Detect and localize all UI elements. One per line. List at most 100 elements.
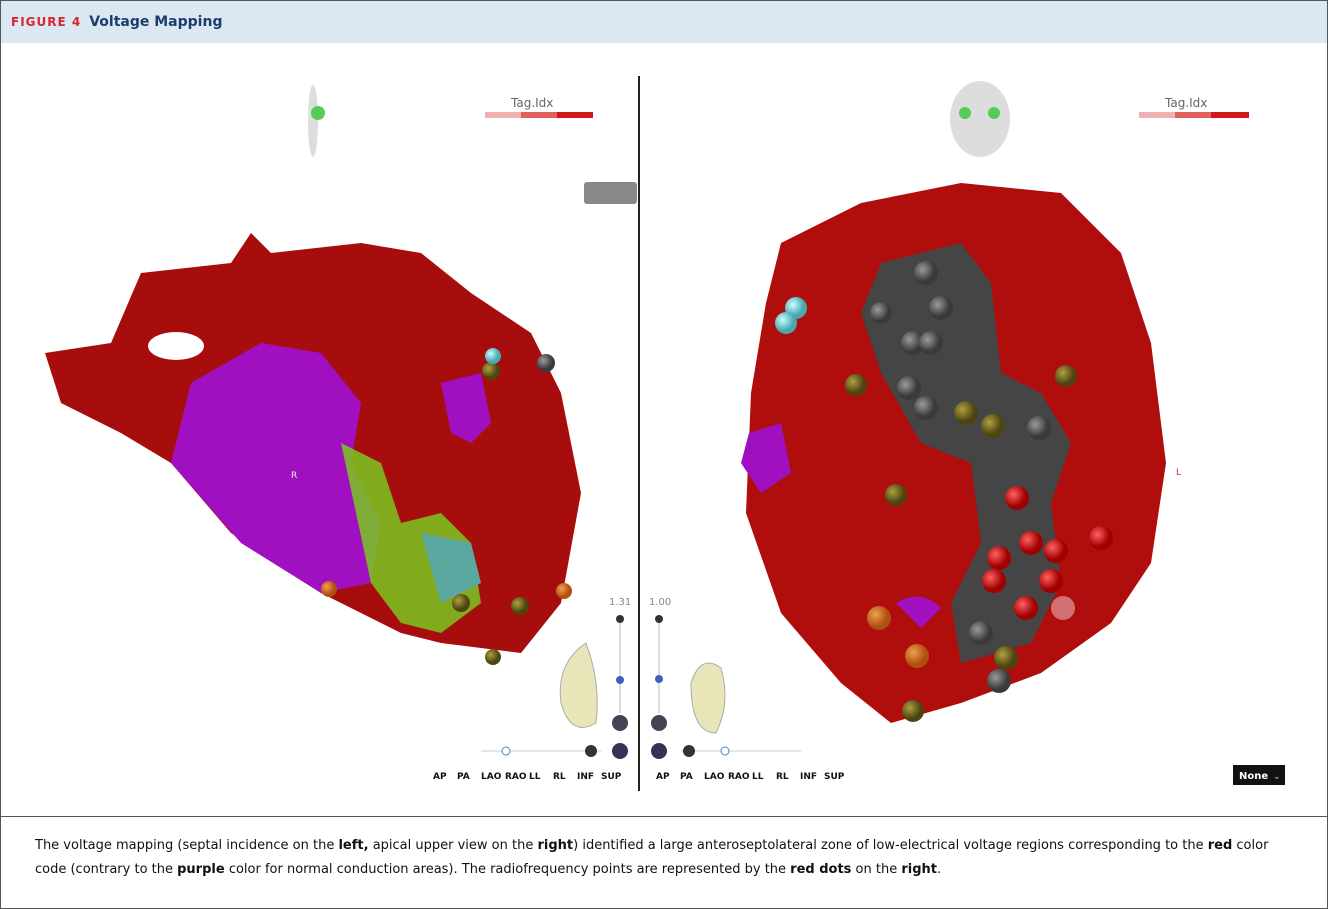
sphere [511, 597, 529, 615]
view-button-label[interactable]: LAO [481, 772, 502, 782]
caption-emphasis: red dots [790, 862, 852, 877]
caption-emphasis: purple [177, 862, 225, 877]
view-button-label[interactable]: LAO [704, 772, 725, 782]
sphere [987, 669, 1011, 693]
caption-text: color for normal conduction areas). The … [224, 862, 791, 877]
sphere [1027, 416, 1051, 440]
view-buttons: AP PA LAO RAO LL RL INF SUP [656, 772, 845, 782]
dropdown[interactable] [1233, 765, 1285, 785]
dropdown-arrow: ⌄ [1273, 772, 1281, 782]
left-purple-zone [171, 343, 381, 593]
sphere [901, 331, 925, 355]
sphere [994, 646, 1018, 670]
view-button[interactable] [651, 715, 667, 731]
scale-value: 1.00 [649, 597, 671, 608]
sphere [981, 414, 1005, 438]
view-button-label[interactable]: RAO [505, 772, 527, 782]
sphere [537, 354, 555, 372]
slider-knob[interactable] [655, 615, 663, 623]
view-buttons: AP PA LAO RAO LL RL INF SUP [433, 772, 622, 782]
legend-label: Tag.Idx [510, 96, 553, 110]
slider-knob[interactable] [616, 676, 624, 684]
rf-point [1039, 569, 1063, 593]
view-button-label[interactable]: PA [680, 772, 693, 782]
legend-bar-segment [485, 112, 521, 118]
view-button-label[interactable]: LL [752, 772, 764, 782]
sphere [1055, 365, 1077, 387]
legend-label: Tag.Idx [1164, 96, 1207, 110]
slider-knob[interactable] [720, 746, 730, 756]
sphere [867, 606, 891, 630]
orientation-ball [959, 107, 971, 119]
map-marker: L [1176, 468, 1181, 478]
view-button[interactable] [585, 745, 597, 757]
rf-point [1005, 486, 1029, 510]
view-button[interactable] [612, 715, 628, 731]
caption-emphasis: red [1207, 838, 1233, 853]
rf-point [1089, 526, 1113, 550]
sphere [321, 581, 337, 597]
view-button-label[interactable]: SUP [824, 772, 845, 782]
sphere [914, 396, 938, 420]
sphere [897, 376, 921, 400]
view-button[interactable] [612, 743, 628, 759]
legend-bar-segment [1139, 112, 1175, 118]
caption-text: . [937, 862, 942, 877]
rf-point [1044, 539, 1068, 563]
right-purple-patch [896, 596, 941, 628]
sphere [556, 583, 572, 599]
orientation-ball [311, 106, 325, 120]
caption-emphasis: right [537, 838, 574, 853]
view-button-label[interactable]: SUP [601, 772, 622, 782]
right-purple-patch [741, 423, 791, 493]
sphere [870, 302, 892, 324]
legend-bar-segment [1175, 112, 1211, 118]
rf-point [982, 569, 1006, 593]
view-button-label[interactable]: RL [776, 772, 789, 782]
toolbar-button[interactable] [584, 182, 637, 204]
caption-text: ) identified a large anteroseptolateral … [573, 838, 1208, 853]
figure-caption: The voltage mapping (septal incidence on… [35, 834, 1297, 882]
view-button-label[interactable]: LL [529, 772, 541, 782]
orientation-ball [988, 107, 1000, 119]
sphere [775, 312, 797, 334]
view-button-label[interactable]: RL [553, 772, 566, 782]
view-button-label[interactable]: AP [433, 772, 447, 782]
sphere-cluster [775, 261, 1113, 722]
caption-emphasis: right [901, 862, 937, 877]
figure-header: FIGURE 4 Voltage Mapping [1, 1, 1327, 43]
view-button[interactable] [651, 743, 667, 759]
view-button-label[interactable]: PA [457, 772, 470, 782]
left-cyan-zone [421, 533, 481, 603]
sphere [452, 594, 470, 612]
view-button-label[interactable]: RAO [728, 772, 750, 782]
view-button-label[interactable]: AP [656, 772, 670, 782]
slider-knob[interactable] [655, 675, 663, 683]
rf-point [1019, 531, 1043, 555]
voltage-map-image: Tag.Idx R 1.31 AP PA LAO RAO LL RL INF SUP Tag.… [45, 76, 1285, 791]
view-button[interactable] [683, 745, 695, 757]
view-button-label[interactable]: INF [800, 772, 817, 782]
figure-title: Voltage Mapping [89, 14, 223, 30]
caption-text: on the [851, 862, 902, 877]
slider-knob[interactable] [501, 746, 511, 756]
view-button-label[interactable]: INF [577, 772, 594, 782]
map-marker: R [291, 471, 297, 481]
sphere [954, 401, 978, 425]
heart-icon [690, 662, 726, 734]
caption-text: The voltage mapping (septal incidence on… [35, 838, 339, 853]
caption-text: apical upper view on the [368, 838, 538, 853]
sphere [929, 296, 953, 320]
sphere [914, 261, 938, 285]
left-purple-patch [441, 373, 491, 443]
slider-knob[interactable] [616, 615, 624, 623]
sphere [969, 621, 993, 645]
sphere [919, 331, 943, 355]
sphere [482, 362, 500, 380]
legend-bar-segment [521, 112, 557, 118]
rf-point [1051, 596, 1075, 620]
sphere [485, 348, 501, 364]
orientation-indicator [308, 85, 318, 157]
sphere [845, 374, 867, 396]
